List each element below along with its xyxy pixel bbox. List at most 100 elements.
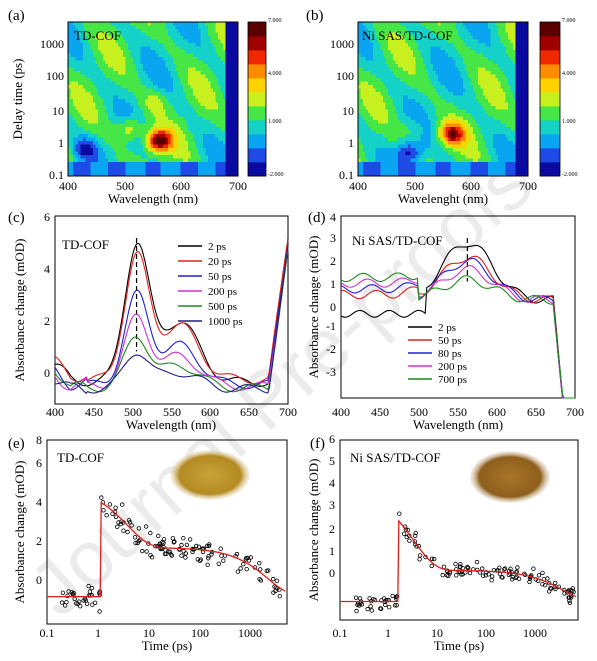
heatmap-cell [398, 39, 401, 44]
heatmap-cell [363, 32, 366, 37]
heatmap-cell [115, 102, 119, 107]
heatmap-cell [503, 102, 506, 107]
heatmap-cell [118, 57, 121, 61]
heatmap-cell [460, 99, 464, 103]
heatmap-cell [170, 109, 174, 114]
heatmap-cell [85, 148, 89, 152]
heatmap-cell [440, 50, 444, 54]
heatmap-cell [460, 50, 464, 54]
heatmap-cell [143, 64, 146, 68]
heatmap-cell [405, 29, 409, 33]
heatmap-cell [73, 102, 76, 107]
heatmap-cell [185, 106, 189, 110]
heatmap-cell [440, 88, 444, 93]
heatmap-cell [178, 85, 181, 89]
heatmap-cell [470, 46, 474, 51]
heatmap-cell [473, 99, 476, 103]
heatmap-cell [110, 127, 114, 131]
heatmap-cell [223, 172, 226, 177]
heatmap-cell [430, 102, 434, 107]
heatmap-cell [148, 120, 151, 124]
heatmap-cell [403, 22, 406, 26]
heatmap-cell [445, 43, 449, 47]
heatmap-cell [503, 39, 506, 44]
heatmap-cell [408, 92, 411, 96]
heatmap-cell [153, 130, 156, 135]
heatmap-cell [120, 116, 124, 121]
heatmap-cell [108, 95, 111, 100]
heatmap-cell [460, 53, 464, 58]
heatmap-cell [123, 29, 126, 33]
heatmap-cell [395, 102, 399, 107]
heatmap-cell [185, 78, 189, 82]
heatmap-cell [470, 36, 474, 40]
heatmap-cell [90, 158, 94, 163]
heatmap-cell [370, 120, 374, 124]
heatmap-cell [358, 85, 361, 89]
heatmap-cell [203, 25, 206, 30]
heatmap-cell [198, 78, 201, 82]
heatmap-cell [183, 162, 186, 166]
heatmap-cell [165, 74, 169, 79]
heatmap-cell [68, 85, 71, 89]
heatmap-cell [433, 95, 436, 100]
heatmap-cell [150, 102, 154, 107]
heatmap-cell [488, 64, 491, 68]
heatmap-cell [115, 127, 119, 131]
heatmap-cell [128, 53, 131, 58]
heatmap-cell [458, 64, 461, 68]
heatmap-cell [85, 102, 89, 107]
heatmap-cell [213, 92, 216, 96]
heatmap-cell [103, 127, 106, 131]
heatmap-cell [420, 92, 424, 96]
heatmap-cell [165, 155, 169, 159]
heatmap-cell [378, 85, 381, 89]
heatmap-cell [418, 22, 421, 26]
heatmap-cell [498, 71, 501, 75]
heatmap-cell [410, 50, 414, 54]
heatmap-cell [83, 85, 86, 89]
heatmap-cell [143, 137, 146, 142]
heatmap-cell [188, 43, 191, 47]
heatmap-cell [98, 85, 101, 89]
heatmap-cell [170, 88, 174, 93]
heatmap-cell [195, 29, 199, 33]
heatmap-cell [423, 22, 426, 26]
heatmap-cell [418, 36, 421, 40]
heatmap-cell [125, 102, 129, 107]
heatmap-cell [93, 36, 96, 40]
heatmap-cell [145, 99, 149, 103]
heatmap-cell [183, 67, 186, 72]
heatmap-cell [233, 36, 236, 40]
heatmap-cell [80, 134, 84, 138]
heatmap-cell [213, 36, 216, 40]
heatmap-cell [73, 78, 76, 82]
heatmap-cell [443, 81, 446, 86]
heatmap-cell [185, 50, 189, 54]
heatmap-cell [225, 22, 229, 26]
heatmap-cell [505, 67, 509, 72]
heatmap-cell [465, 95, 469, 100]
heatmap-cell [510, 88, 514, 93]
heatmap-cell [175, 127, 179, 131]
heatmap-cell [475, 95, 479, 100]
heatmap-cell [428, 25, 431, 30]
heatmap-cell [470, 39, 474, 44]
heatmap-cell [435, 81, 439, 86]
heatmap-cell [435, 113, 439, 117]
heatmap-cell [88, 102, 91, 107]
heatmap-cell [105, 60, 109, 65]
heatmap-cell [68, 22, 71, 26]
heatmap-cell [410, 106, 414, 110]
heatmap-cell [450, 43, 454, 47]
heatmap-cell [155, 144, 159, 149]
heatmap-cell [210, 32, 214, 37]
heatmap-cell [383, 106, 386, 110]
heatmap-cell [218, 106, 221, 110]
heatmap-cell [388, 53, 391, 58]
heatmap-cell [450, 74, 454, 79]
heatmap-cell [403, 78, 406, 82]
heatmap-cell [405, 85, 409, 89]
heatmap-cell [448, 95, 451, 100]
heatmap-cell [500, 36, 504, 40]
